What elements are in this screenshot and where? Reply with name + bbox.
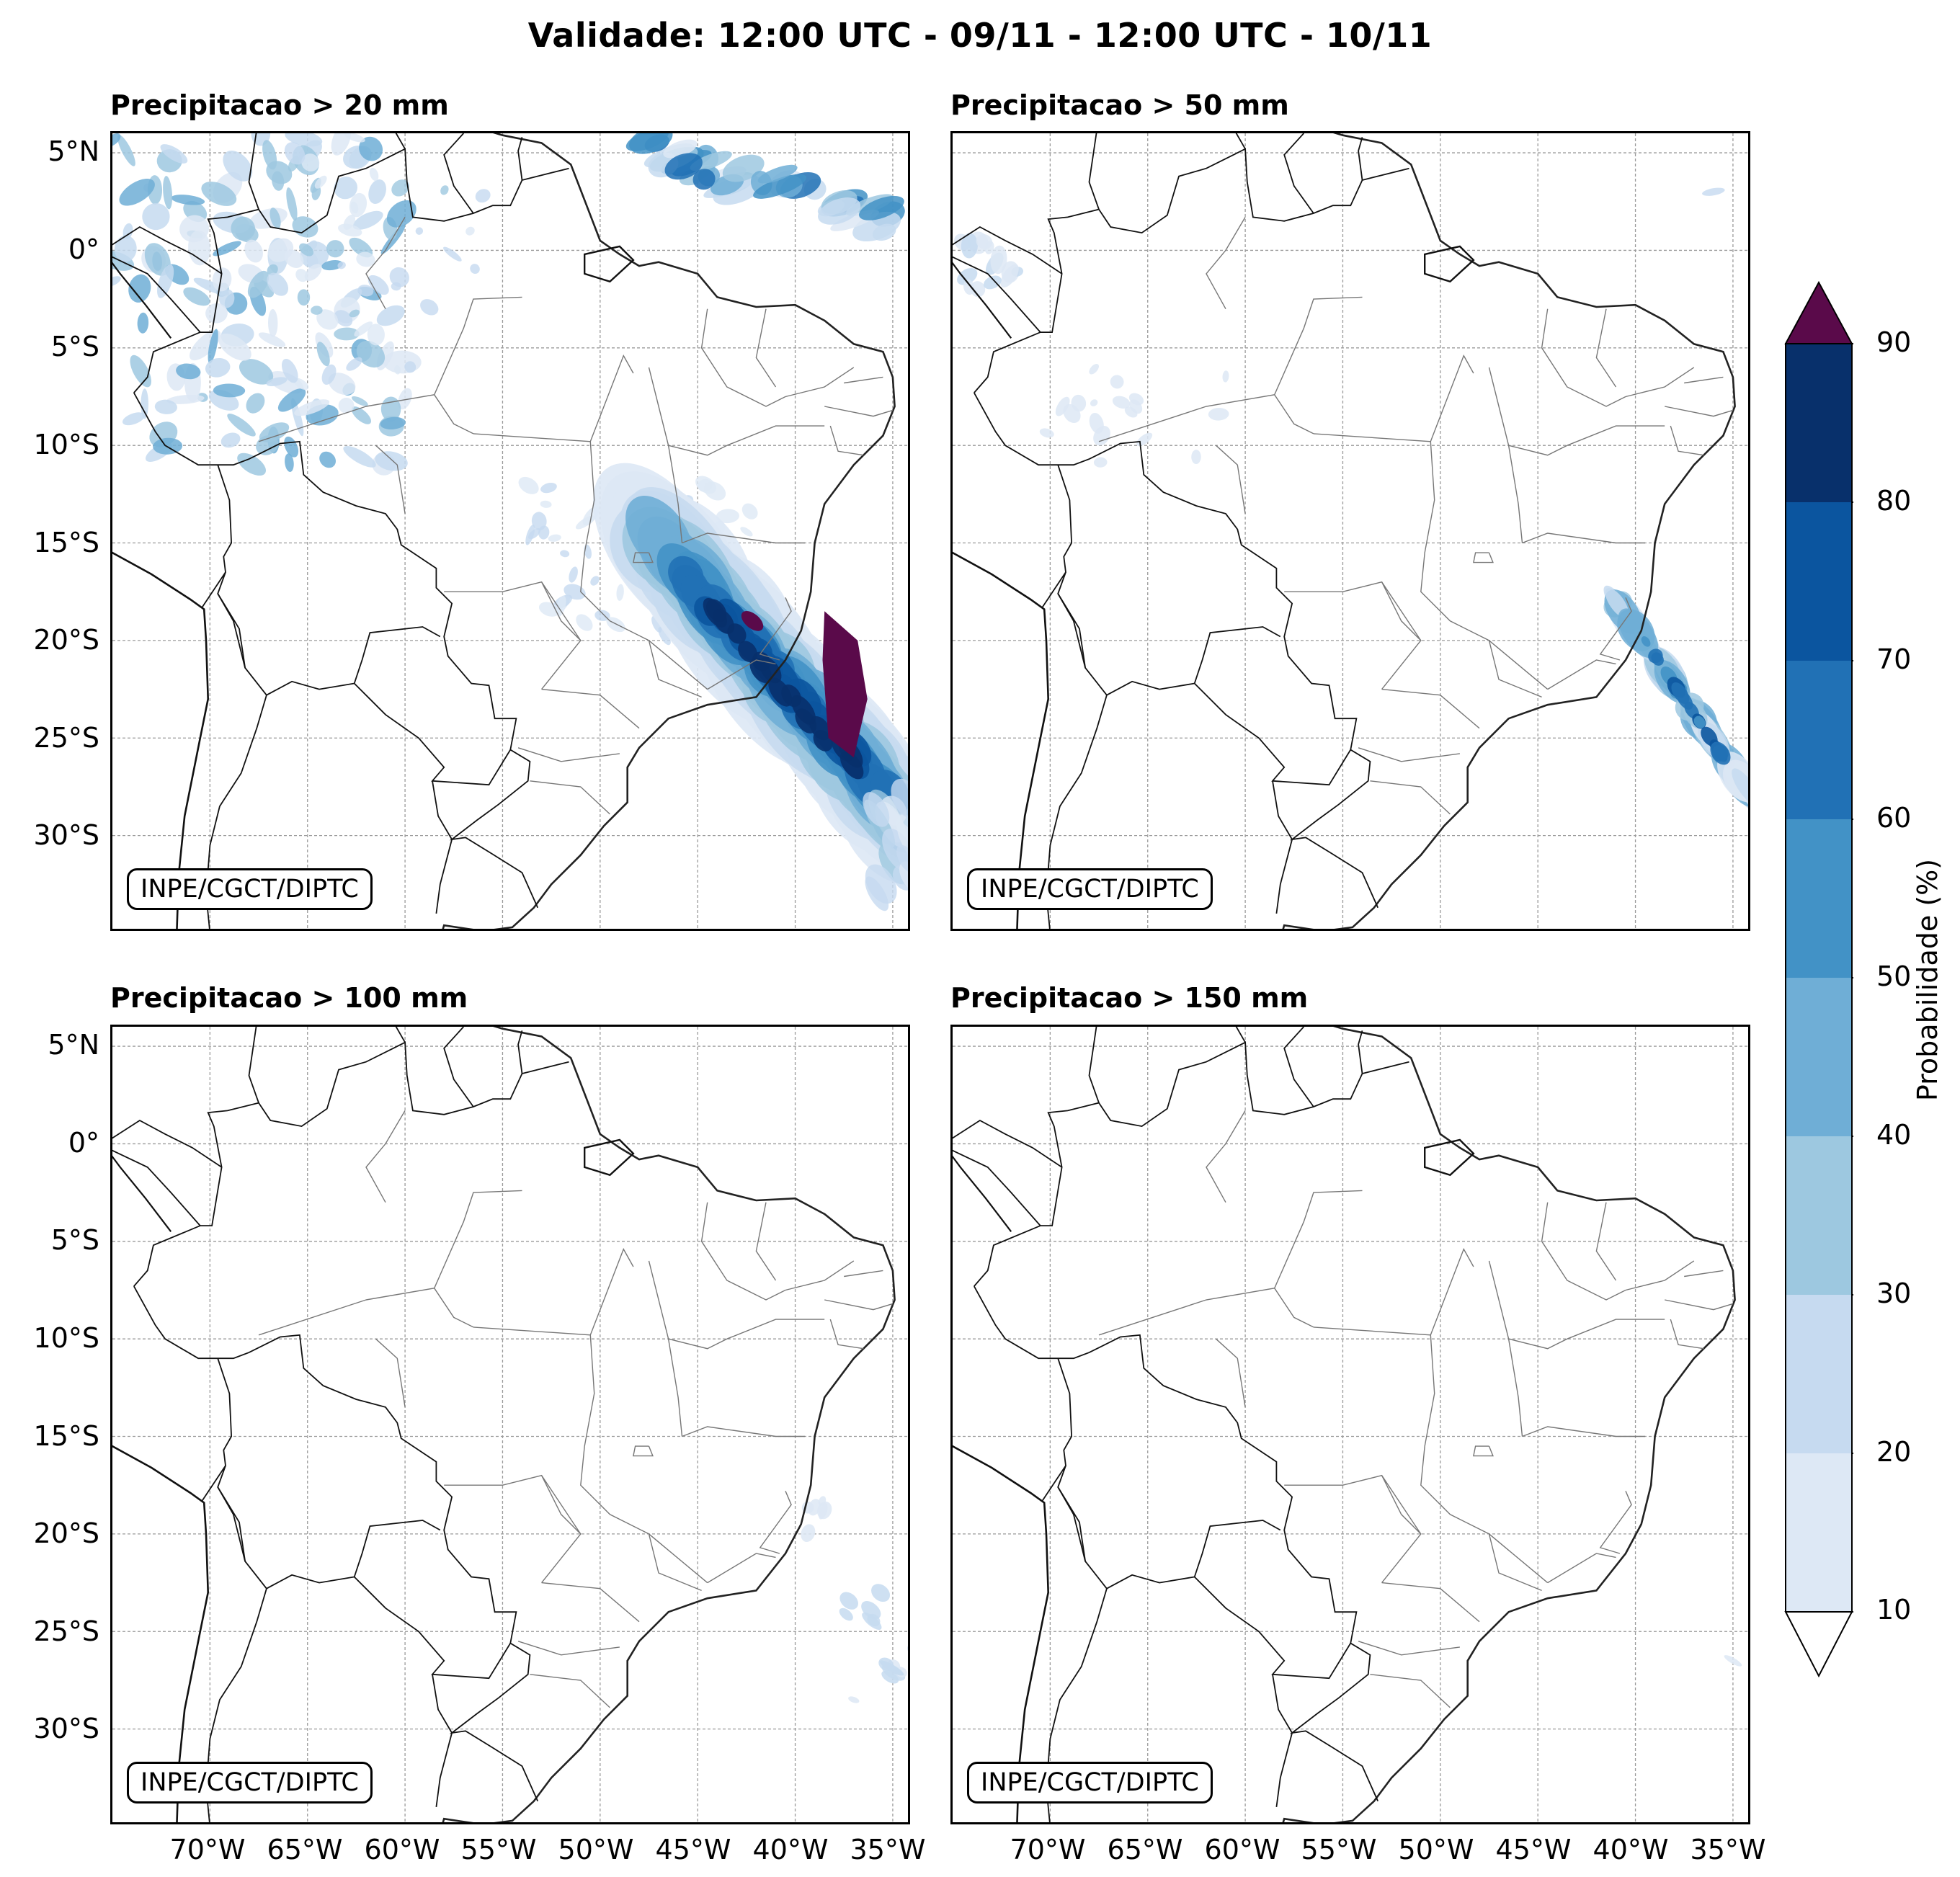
colorbar-tick: 20 — [1876, 1436, 1912, 1468]
panel-title-50mm: Precipitacao > 50 mm — [950, 89, 1289, 121]
panel-title-150mm: Precipitacao > 150 mm — [950, 982, 1309, 1014]
colorbar-tick: 90 — [1876, 326, 1912, 358]
lon-label: 50°W — [1398, 1834, 1474, 1865]
figure-title: Validade: 12:00 UTC - 09/11 - 12:00 UTC … — [527, 16, 1433, 55]
lon-label: 55°W — [460, 1834, 537, 1865]
lat-label: 5°S — [50, 331, 99, 362]
credit-label: INPE/CGCT/DIPTC — [127, 1762, 373, 1804]
map-canvas-20mm — [112, 133, 908, 929]
colorbar-tick: 30 — [1876, 1278, 1912, 1309]
lat-label: 5°S — [50, 1224, 99, 1256]
lat-label: 20°S — [33, 1517, 99, 1549]
lat-label: 15°S — [33, 527, 99, 558]
colorbar-tick: 70 — [1876, 643, 1912, 675]
panel-title-100mm: Precipitacao > 100 mm — [110, 982, 468, 1014]
colorbar-tick: 60 — [1876, 802, 1912, 834]
lon-label: 45°W — [655, 1834, 731, 1865]
lon-label: 55°W — [1301, 1834, 1377, 1865]
lat-label: 30°S — [33, 819, 99, 851]
map-canvas-50mm — [953, 133, 1748, 929]
panel-title-20mm: Precipitacao > 20 mm — [110, 89, 449, 121]
lat-label: 25°S — [33, 1615, 99, 1647]
lon-label: 65°W — [267, 1834, 343, 1865]
colorbar — [1784, 281, 1853, 1678]
lon-label: 50°W — [558, 1834, 634, 1865]
lon-label: 40°W — [752, 1834, 829, 1865]
map-canvas-100mm — [112, 1027, 908, 1822]
lon-label: 40°W — [1592, 1834, 1669, 1865]
credit-label: INPE/CGCT/DIPTC — [127, 868, 373, 910]
credit-label: INPE/CGCT/DIPTC — [967, 868, 1213, 910]
colorbar-tick: 80 — [1876, 485, 1912, 517]
map-panel-150mm: INPE/CGCT/DIPTC — [950, 1025, 1750, 1824]
lon-label: 35°W — [1690, 1834, 1766, 1865]
map-panel-100mm: INPE/CGCT/DIPTC — [110, 1025, 910, 1824]
lat-label: 20°S — [33, 624, 99, 656]
lon-label: 35°W — [850, 1834, 926, 1865]
lat-label: 10°S — [33, 429, 99, 460]
lat-label: 5°N — [48, 1029, 99, 1061]
lon-label: 60°W — [364, 1834, 440, 1865]
map-canvas-150mm — [953, 1027, 1748, 1822]
lat-label: 10°S — [33, 1322, 99, 1354]
map-panel-20mm: INPE/CGCT/DIPTC — [110, 131, 910, 931]
lat-label: 5°N — [48, 135, 99, 167]
lon-label: 70°W — [1010, 1834, 1086, 1865]
lon-label: 45°W — [1495, 1834, 1572, 1865]
colorbar-tick: 10 — [1876, 1594, 1912, 1626]
lat-label: 30°S — [33, 1713, 99, 1744]
lat-label: 0° — [68, 233, 99, 265]
lat-label: 0° — [68, 1127, 99, 1159]
credit-label: INPE/CGCT/DIPTC — [967, 1762, 1213, 1804]
colorbar-tick: 50 — [1876, 960, 1912, 992]
lon-label: 65°W — [1107, 1834, 1183, 1865]
colorbar-label: Probabilidade (%) — [1912, 858, 1943, 1102]
lat-label: 25°S — [33, 722, 99, 754]
lon-label: 70°W — [169, 1834, 246, 1865]
lat-label: 15°S — [33, 1420, 99, 1452]
colorbar-tick: 40 — [1876, 1119, 1912, 1151]
lon-label: 60°W — [1204, 1834, 1280, 1865]
map-panel-50mm: INPE/CGCT/DIPTC — [950, 131, 1750, 931]
